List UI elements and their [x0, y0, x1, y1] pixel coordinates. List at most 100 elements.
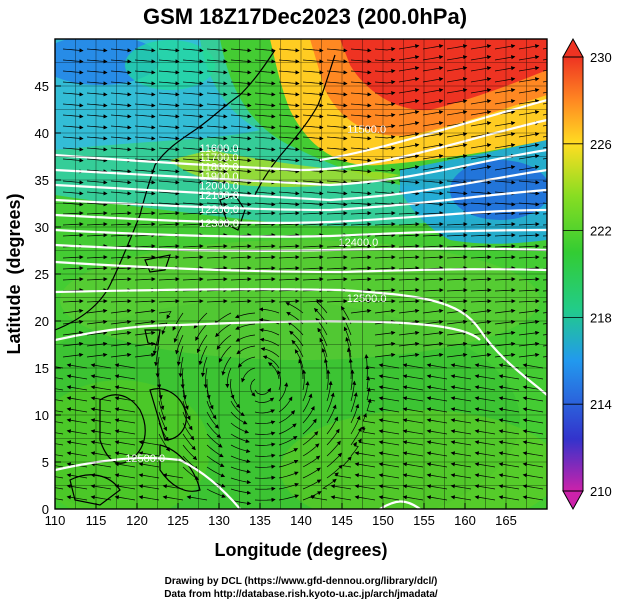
streamline	[278, 70, 300, 75]
streamline	[422, 77, 444, 83]
streamline	[90, 451, 112, 457]
streamline	[158, 103, 180, 108]
streamline	[518, 154, 540, 160]
streamline	[62, 277, 84, 282]
streamline	[302, 277, 324, 282]
streamline	[542, 146, 547, 149]
streamline	[422, 55, 444, 61]
streamline	[230, 277, 252, 282]
streamline	[398, 88, 420, 94]
streamline	[230, 488, 252, 495]
streamline	[350, 70, 372, 75]
streamline	[278, 48, 300, 53]
streamline	[86, 308, 108, 314]
streamline	[498, 374, 520, 380]
streamline	[498, 407, 520, 413]
streamline	[322, 478, 337, 490]
streamline	[326, 169, 348, 174]
streamline	[86, 352, 108, 358]
streamline	[422, 132, 444, 138]
streamline	[302, 103, 324, 108]
streamline	[378, 418, 400, 424]
streamline	[134, 103, 156, 108]
streamline	[278, 222, 300, 227]
streamline	[326, 103, 348, 108]
streamline	[494, 180, 516, 185]
streamline	[158, 191, 180, 196]
streamline	[62, 255, 84, 260]
streamline	[110, 81, 132, 86]
streamline	[398, 165, 420, 171]
streamline	[326, 81, 348, 86]
streamline	[254, 169, 276, 174]
streamline	[374, 266, 396, 271]
streamline	[158, 169, 180, 174]
streamline	[86, 277, 108, 282]
streamline	[354, 462, 376, 468]
streamline	[450, 495, 472, 501]
streamline	[298, 358, 304, 380]
streamline	[62, 59, 84, 64]
streamline	[254, 222, 276, 227]
streamline	[285, 302, 304, 314]
streamline	[206, 180, 228, 185]
streamline	[90, 473, 112, 479]
streamline	[254, 453, 276, 458]
streamline	[350, 92, 372, 97]
streamline	[326, 70, 348, 75]
streamline	[134, 158, 156, 163]
streamline	[134, 169, 156, 174]
streamline	[398, 99, 420, 105]
streamline	[470, 121, 492, 127]
streamline	[206, 147, 228, 152]
streamline	[302, 255, 324, 260]
streamline	[62, 222, 84, 227]
streamline	[206, 81, 228, 86]
streamline	[62, 114, 84, 119]
streamline	[158, 48, 180, 53]
streamline	[374, 191, 396, 196]
streamline	[278, 382, 289, 402]
streamline	[350, 415, 361, 435]
streamline	[110, 222, 132, 227]
streamline	[278, 482, 299, 490]
streamline	[302, 443, 320, 457]
streamline	[110, 180, 132, 185]
streamline	[518, 330, 540, 336]
streamline	[90, 440, 112, 446]
streamline	[90, 363, 112, 369]
streamline	[237, 356, 256, 368]
streamline	[326, 211, 348, 216]
streamline	[86, 319, 108, 325]
streamline	[302, 136, 324, 141]
streamline	[374, 124, 396, 129]
streamline	[162, 484, 184, 490]
x-tick-label: 120	[126, 513, 148, 528]
streamline	[302, 211, 324, 216]
streamline	[350, 191, 372, 196]
streamline	[110, 255, 132, 260]
streamline	[230, 70, 252, 75]
streamline	[206, 103, 228, 108]
streamline	[350, 169, 372, 174]
streamline	[278, 158, 300, 163]
streamline	[114, 363, 136, 369]
streamline	[254, 158, 276, 163]
streamline	[110, 299, 132, 304]
streamline	[350, 277, 372, 282]
streamline	[254, 191, 276, 196]
streamline	[470, 99, 492, 105]
streamline	[326, 416, 338, 435]
streamline	[158, 277, 180, 282]
contour-label: 12500.0	[125, 453, 165, 465]
plot-area: 11500.011600.011700.011800.011900.012000…	[55, 39, 547, 509]
streamline	[114, 462, 136, 468]
streamline	[365, 376, 376, 391]
streamline	[138, 484, 160, 490]
streamline	[326, 136, 348, 141]
streamline	[378, 451, 400, 457]
streamline	[230, 389, 241, 409]
streamline	[474, 418, 496, 424]
streamline	[398, 77, 420, 83]
